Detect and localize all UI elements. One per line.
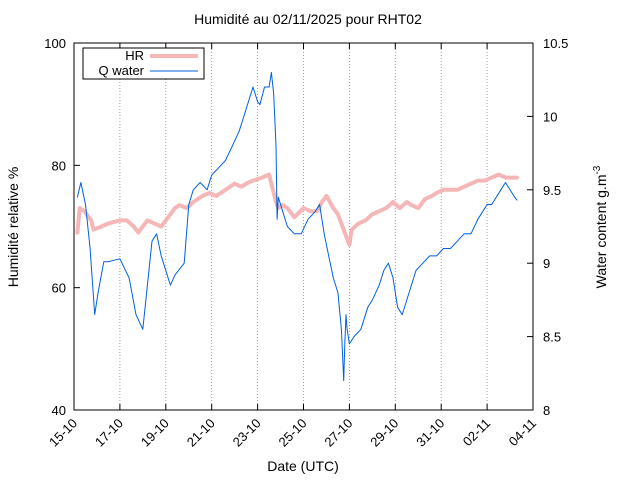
- x-grid: [119, 43, 488, 410]
- chart-title: Humidité au 02/11/2025 pour RHT02: [194, 11, 422, 27]
- series-line-hr: [75, 172, 519, 247]
- y2-tick-label: 9.5: [543, 183, 561, 198]
- y-tick-label: 60: [52, 281, 66, 296]
- y2-axis-label: Water content g.m-3: [592, 165, 609, 288]
- x-tick-label: 02-11: [460, 416, 493, 449]
- x-axis-label: Date (UTC): [267, 458, 339, 474]
- y-axis-label: Humidité relative %: [5, 167, 21, 288]
- x-tick-label: 23-10: [230, 416, 264, 450]
- x-tick-label: 17-10: [92, 416, 126, 450]
- x-tick-label: 27-10: [321, 416, 355, 450]
- y2-tick-label: 8: [543, 403, 550, 418]
- x-tick-label: 31-10: [413, 416, 447, 450]
- y-tick-label: 100: [44, 36, 66, 51]
- x-tick-label: 21-10: [184, 416, 218, 450]
- x-tick-label: 29-10: [367, 416, 401, 450]
- legend: HR Q water: [82, 47, 205, 80]
- y-tick-label: 40: [52, 403, 66, 418]
- legend-label-hr: HR: [125, 48, 144, 63]
- y2-axis-label-sup: -3: [592, 165, 603, 174]
- series-line-qwater: [76, 71, 518, 382]
- series-layer: [75, 71, 519, 382]
- y2-axis-label-main: Water content g.m: [593, 175, 609, 289]
- y2-tick-label: 10: [543, 109, 557, 124]
- legend-box: [82, 47, 205, 80]
- y-tick-label: 80: [52, 158, 66, 173]
- x-tick-label: 19-10: [138, 416, 172, 450]
- x-tick-label: 04-11: [506, 416, 539, 449]
- y2-tick-label: 8.5: [543, 330, 561, 345]
- x-tick-label: 25-10: [276, 416, 310, 450]
- y2-tick-label: 10.5: [543, 36, 568, 51]
- y2-tick-label: 9: [543, 256, 550, 271]
- x-tick-label: 15-10: [46, 416, 80, 450]
- legend-label-qwater: Q water: [98, 63, 144, 78]
- y-axis-left: 40 60 80 100: [44, 36, 80, 418]
- y-axis-right: 8 8.5 9 9.5 10 10.5: [527, 36, 568, 418]
